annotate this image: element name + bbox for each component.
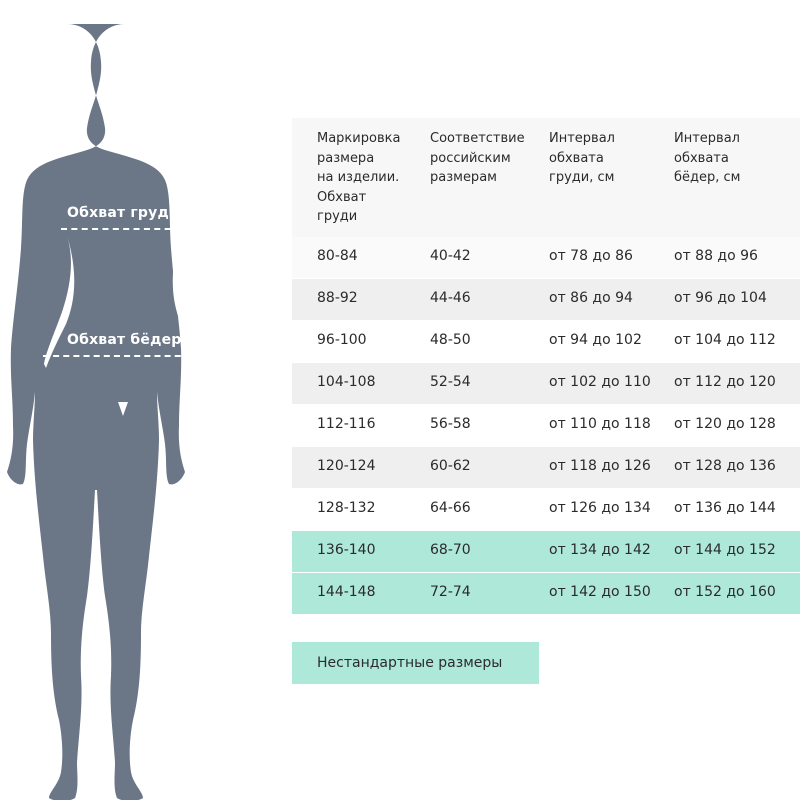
column-header-line: Соответствие: [430, 131, 525, 146]
table-cell: 44-46: [430, 290, 471, 306]
table-cell: от 126 до 134: [549, 500, 651, 516]
table-cell: от 88 до 96: [674, 248, 758, 264]
table-cell: 40-42: [430, 248, 471, 264]
table-cell: 80-84: [317, 248, 358, 264]
table-cell: от 110 до 118: [549, 416, 651, 432]
table-cell: от 142 до 150: [549, 584, 651, 600]
column-header-line: на изделии.: [317, 170, 400, 185]
table-cell: 96-100: [317, 332, 367, 348]
hips-girth-line: [43, 355, 201, 357]
size-table: Маркировка размера на изделии. Обхват груди С…: [292, 118, 800, 615]
chest-girth-line: [61, 228, 181, 230]
table-cell: от 134 до 142: [549, 542, 651, 558]
table-row: 136-140 68-70 от 134 до 142 от 144 до 152: [292, 531, 800, 572]
table-cell: 120-124: [317, 458, 376, 474]
table-cell: от 96 до 104: [674, 290, 767, 306]
column-header-line: груди: [317, 209, 358, 224]
table-cell: 52-54: [430, 374, 471, 390]
table-row: 80-84 40-42 от 78 до 86 от 88 до 96: [292, 237, 800, 278]
table-cell: от 78 до 86: [549, 248, 633, 264]
table-cell: 128-132: [317, 500, 376, 516]
column-header-line: размера: [317, 150, 375, 166]
table-cell: 104-108: [317, 374, 376, 390]
hips-girth-label: Обхват бёдер: [67, 332, 182, 348]
table-cell: от 152 до 160: [674, 584, 776, 600]
silhouette-icon: [7, 24, 203, 801]
column-header-line: груди, см: [549, 170, 615, 185]
column-header-line: обхвата: [549, 150, 604, 166]
column-header: Интервал обхвата бёдер, см: [674, 129, 740, 188]
table-cell: 136-140: [317, 542, 376, 558]
column-header: Соответствие российским размерам: [430, 129, 525, 188]
table-row: 144-148 72-74 от 142 до 150 от 152 до 160: [292, 573, 800, 614]
column-header-line: Обхват: [317, 189, 367, 205]
column-header-line: российским: [430, 150, 511, 166]
column-header-line: обхвата: [674, 150, 729, 166]
column-header-line: Маркировка: [317, 131, 401, 146]
table-cell: от 86 до 94: [549, 290, 633, 306]
table-header: Маркировка размера на изделии. Обхват груди С…: [292, 118, 800, 237]
table-cell: от 120 до 128: [674, 416, 776, 432]
table-cell: от 136 до 144: [674, 500, 776, 516]
table-cell: от 94 до 102: [549, 332, 642, 348]
chest-girth-label: Обхват груди: [67, 205, 179, 221]
column-header-line: бёдер, см: [674, 170, 741, 185]
table-cell: 48-50: [430, 332, 471, 348]
column-header: Маркировка размера на изделии. Обхват груди: [317, 129, 400, 227]
table-cell: от 104 до 112: [674, 332, 776, 348]
table-cell: от 112 до 120: [674, 374, 776, 390]
table-cell: 88-92: [317, 290, 358, 306]
table-cell: 56-58: [430, 416, 471, 432]
table-row: 96-100 48-50 от 94 до 102 от 104 до 112: [292, 321, 800, 362]
column-header-line: размерам: [430, 170, 497, 185]
table-cell: 72-74: [430, 584, 471, 600]
table-cell: 60-62: [430, 458, 471, 474]
table-row: 128-132 64-66 от 126 до 134 от 136 до 144: [292, 489, 800, 530]
nonstandard-sizes-button[interactable]: Нестандартные размеры: [292, 642, 539, 684]
table-cell: 64-66: [430, 500, 471, 516]
table-cell: от 144 до 152: [674, 542, 776, 558]
table-cell: от 102 до 110: [549, 374, 651, 390]
body-silhouette: Обхват груди Обхват бёдер: [0, 0, 260, 801]
column-header-line: Интервал: [674, 131, 740, 146]
table-cell: 112-116: [317, 416, 376, 432]
table-cell: от 128 до 136: [674, 458, 776, 474]
table-row: 120-124 60-62 от 118 до 126 от 128 до 136: [292, 447, 800, 488]
table-cell: 68-70: [430, 542, 471, 558]
table-row: 104-108 52-54 от 102 до 110 от 112 до 120: [292, 363, 800, 404]
table-cell: от 118 до 126: [549, 458, 651, 474]
column-header: Интервал обхвата груди, см: [549, 129, 615, 188]
column-header-line: Интервал: [549, 131, 615, 146]
table-row: 112-116 56-58 от 110 до 118 от 120 до 128: [292, 405, 800, 446]
table-cell: 144-148: [317, 584, 376, 600]
table-row: 88-92 44-46 от 86 до 94 от 96 до 104: [292, 279, 800, 320]
